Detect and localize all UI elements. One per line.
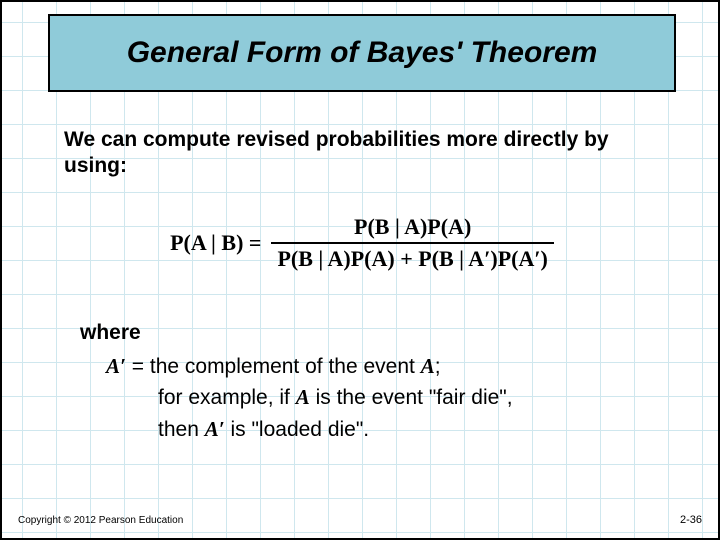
definition-lines: A′ = the complement of the event A; for … bbox=[80, 351, 660, 446]
a-symbol-2: A bbox=[296, 385, 310, 409]
formula-denominator: P(B | A)P(A) + P(B | A′)P(A′) bbox=[271, 244, 553, 274]
bayes-formula: P(A | B) = P(B | A)P(A) P(B | A)P(A) + P… bbox=[2, 212, 720, 274]
where-block: where A′ = the complement of the event A… bbox=[80, 317, 660, 445]
formula-row: P(A | B) = P(B | A)P(A) P(B | A)P(A) + P… bbox=[170, 212, 554, 274]
slide: General Form of Bayes' Theorem We can co… bbox=[0, 0, 720, 540]
formula-lhs: P(A | B) = bbox=[170, 230, 261, 256]
definition-line-3: then A′ is "loaded die". bbox=[106, 414, 660, 446]
slide-title: General Form of Bayes' Theorem bbox=[127, 36, 598, 70]
line3-head: then bbox=[158, 418, 205, 441]
page-number: 2-36 bbox=[680, 514, 702, 526]
line1-end: ; bbox=[435, 355, 441, 378]
formula-numerator: P(B | A)P(A) bbox=[348, 212, 477, 242]
copyright-text: Copyright © 2012 Pearson Education bbox=[18, 515, 183, 526]
definition-line-2: for example, if A is the event "fair die… bbox=[106, 382, 660, 414]
eq-sign: = bbox=[126, 355, 150, 378]
formula-fraction: P(B | A)P(A) P(B | A)P(A) + P(B | A′)P(A… bbox=[271, 212, 553, 274]
where-label: where bbox=[80, 317, 660, 349]
line2-head: for example, if bbox=[158, 386, 296, 409]
definition-line-1: A′ = the complement of the event A; bbox=[106, 351, 660, 383]
line2-tail: is the event "fair die", bbox=[310, 386, 513, 409]
title-box: General Form of Bayes' Theorem bbox=[48, 14, 676, 92]
line1-tail: the complement of the event bbox=[150, 355, 421, 378]
intro-text: We can compute revised probabilities mor… bbox=[64, 127, 644, 180]
line3-tail: is "loaded die". bbox=[225, 418, 370, 441]
a-symbol: A bbox=[421, 354, 435, 378]
a-prime-symbol: A′ bbox=[106, 354, 126, 378]
a-prime-symbol-2: A′ bbox=[205, 417, 225, 441]
